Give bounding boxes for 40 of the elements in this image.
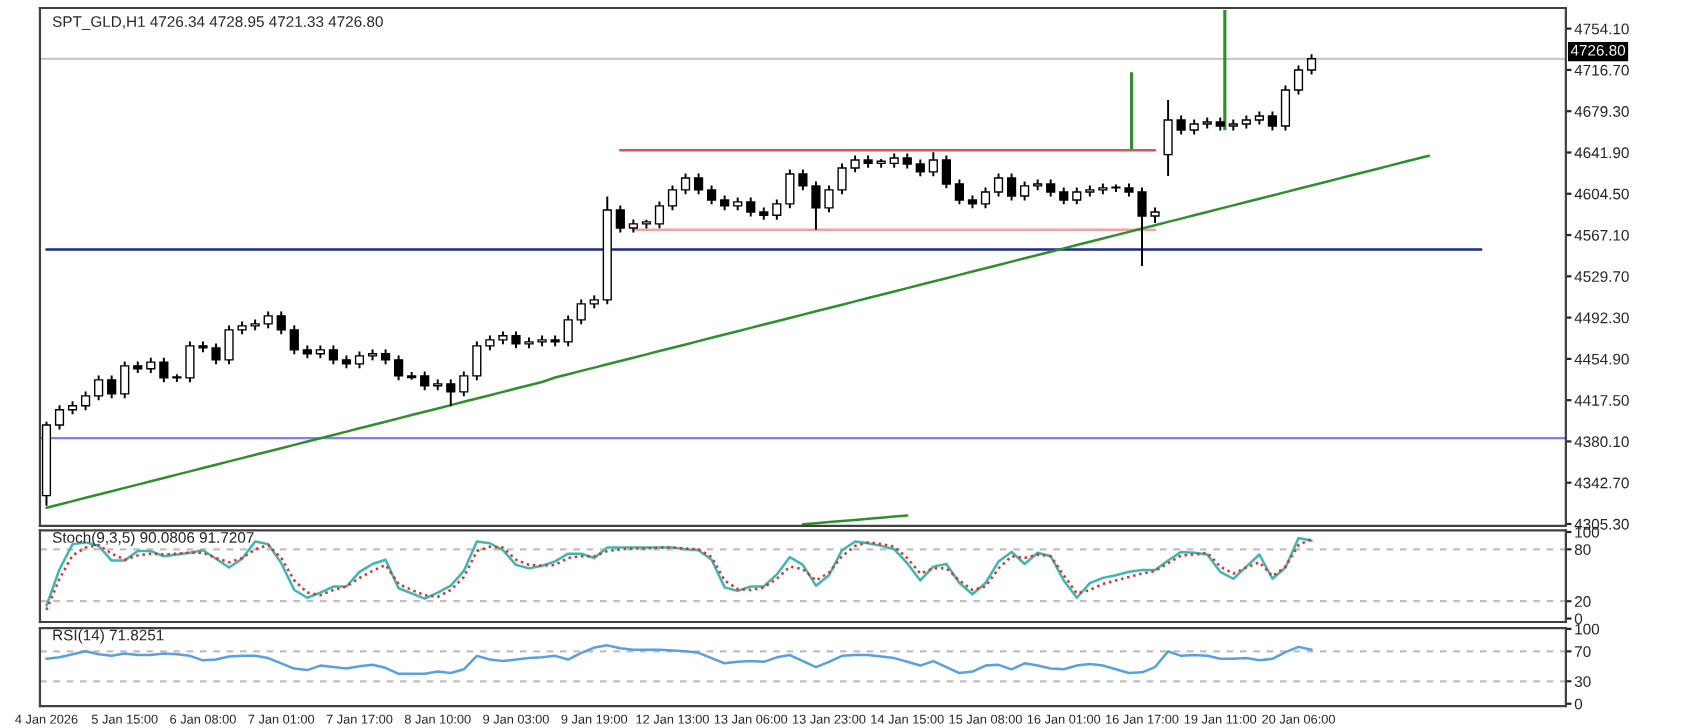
candlestick (993, 172, 1004, 198)
candlestick (1020, 180, 1030, 202)
candlestick (576, 298, 586, 326)
candlestick (1280, 84, 1291, 132)
candlestick (954, 178, 965, 206)
candlestick (928, 151, 938, 178)
candlestick (615, 204, 625, 234)
candlestick (667, 184, 678, 212)
candlestick (94, 374, 104, 402)
candlestick (459, 370, 469, 398)
candlestick (54, 404, 65, 431)
candlestick (159, 356, 169, 384)
candlestick (1293, 64, 1304, 96)
candlestick (328, 344, 339, 366)
candlestick (276, 310, 286, 336)
candlestick (680, 172, 691, 196)
line-series (45, 154, 1431, 510)
candlestick (563, 314, 573, 348)
candlestick (289, 324, 299, 356)
candlestick (1006, 172, 1017, 202)
candlestick (420, 370, 430, 392)
candlestick (941, 154, 951, 190)
candlestick (1267, 110, 1278, 132)
candlestick (746, 196, 756, 218)
candlestick (772, 198, 782, 221)
candlestick (1176, 114, 1186, 136)
candlestick (107, 374, 117, 400)
candlestick (1163, 98, 1173, 177)
line-series (45, 644, 1313, 676)
candlestick (472, 340, 482, 382)
candlestick (446, 378, 456, 408)
candlestick (980, 186, 991, 210)
candlestick (1306, 53, 1317, 76)
candlestick (80, 390, 91, 412)
candlestick (654, 200, 665, 230)
candlestick (707, 184, 717, 206)
candlestick (120, 360, 130, 400)
candlestick (785, 168, 795, 210)
candlestick (693, 172, 704, 196)
candlestick (393, 354, 404, 382)
